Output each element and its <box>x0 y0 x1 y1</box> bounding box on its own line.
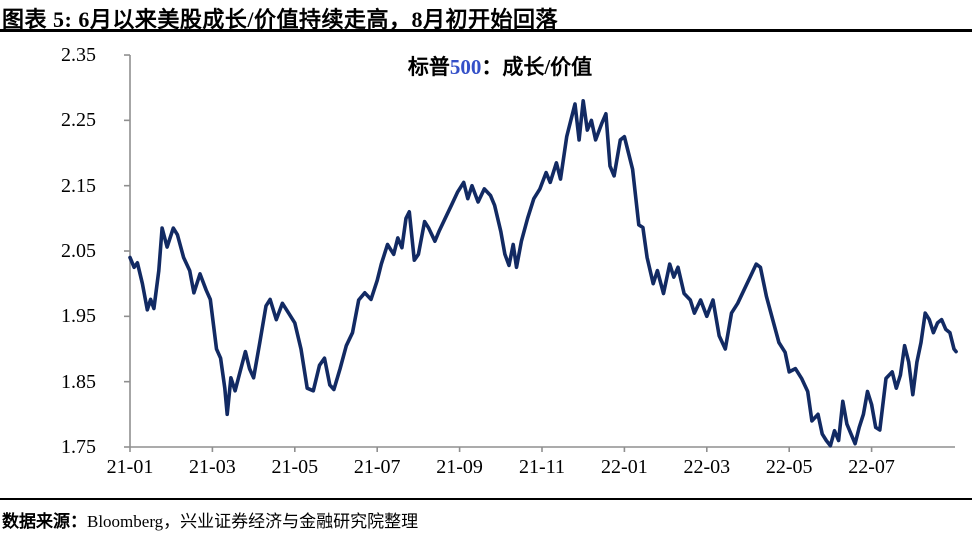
source-label: 数据来源： <box>2 512 87 531</box>
y-axis-tick-label: 1.95 <box>61 305 96 328</box>
y-axis-tick-label: 2.35 <box>61 44 96 67</box>
x-axis-tick-label: 21-01 <box>106 456 154 478</box>
y-axis-tick-label: 1.85 <box>61 370 96 393</box>
header-underline-rule <box>0 29 972 32</box>
x-axis-tick-label: 21-11 <box>519 456 565 478</box>
chart-title-number: 500 <box>449 55 482 79</box>
y-axis-tick-label: 2.25 <box>61 109 96 132</box>
chart-title: 标普500：成长/价值 <box>14 51 972 81</box>
footer-divider-rule <box>0 498 972 500</box>
x-axis-tick-label: 22-01 <box>601 456 648 478</box>
chart-title-prefix: 标普 <box>407 55 450 79</box>
y-axis-tick-label: 2.05 <box>61 240 96 262</box>
x-axis-tick-label: 22-05 <box>765 456 813 478</box>
figure-header-title: 图表 5: 6月以来美股成长/价值持续走高，8月初开始回落 <box>2 7 558 32</box>
x-axis-tick-label: 21-05 <box>271 456 319 478</box>
x-axis-tick-label: 22-07 <box>848 456 895 478</box>
y-axis-tick-label: 1.75 <box>61 436 96 458</box>
chart-title-suffix: ：成长/价值 <box>481 55 593 79</box>
y-axis-tick-label: 2.15 <box>61 174 96 197</box>
x-axis-tick-label: 22-03 <box>683 456 731 478</box>
x-axis-tick-label: 21-07 <box>353 456 401 478</box>
source-line: 数据来源：Bloomberg，兴业证券经济与金融研究院整理 <box>2 507 968 532</box>
x-axis-tick-label: 21-09 <box>436 456 483 478</box>
series-line-growth-value <box>128 99 958 448</box>
x-axis-tick-label: 21-03 <box>189 456 236 478</box>
source-text: Bloomberg，兴业证券经济与金融研究院整理 <box>87 512 419 531</box>
